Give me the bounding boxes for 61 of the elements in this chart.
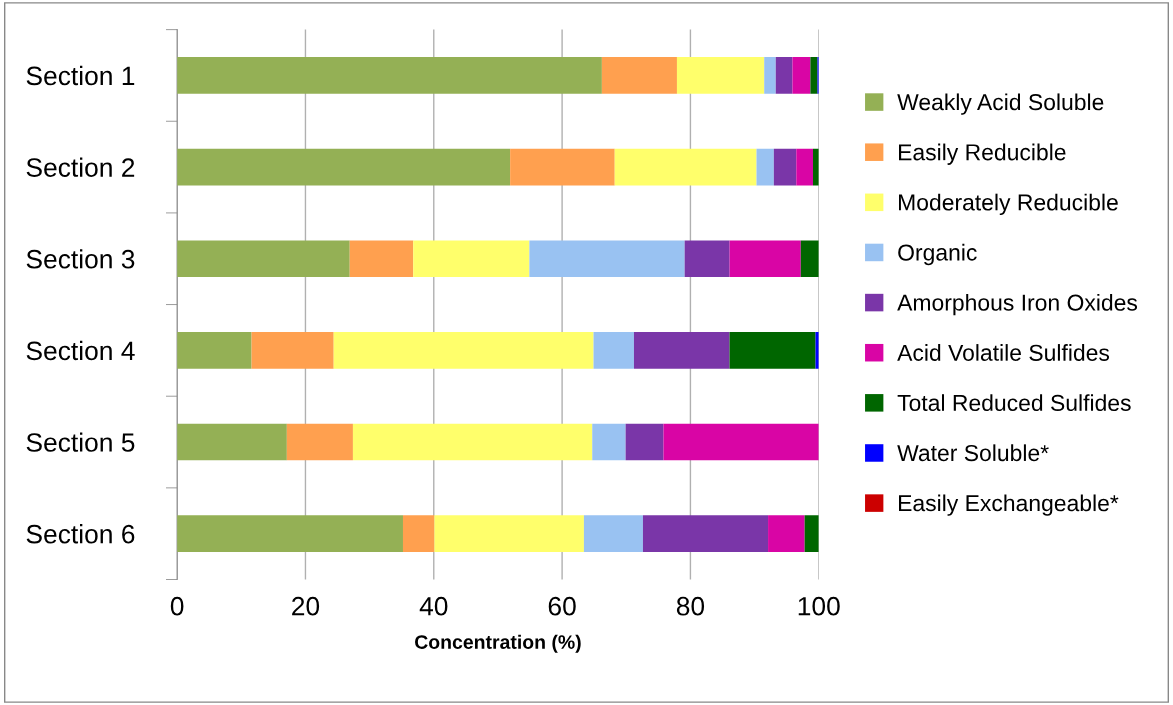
bar <box>601 57 677 94</box>
bar <box>792 57 811 94</box>
legend-label: Total Reduced Sulfides <box>897 394 1131 412</box>
bar <box>764 57 776 94</box>
legend-label: Organic <box>898 243 977 266</box>
bar <box>592 423 626 461</box>
bar <box>434 515 584 553</box>
bar <box>642 515 769 553</box>
bar <box>251 332 334 369</box>
bar <box>684 240 730 278</box>
bar <box>177 332 252 369</box>
bar <box>614 148 757 186</box>
bar <box>177 148 511 186</box>
y-tick-label: Section 2 <box>26 157 135 177</box>
y-tick-label: Section 4 <box>26 340 135 361</box>
bar <box>756 148 774 186</box>
x-tick-label: 100 <box>798 596 840 616</box>
y-tick-label: Section 1 <box>26 65 135 86</box>
bar <box>413 240 530 278</box>
legend-label: Amorphous Iron Oxides <box>897 293 1138 316</box>
x-tick-label: 80 <box>676 596 705 616</box>
bar <box>625 423 664 461</box>
legend-label: Easily Exchangeable* <box>899 494 1119 516</box>
y-tick-label: Section 6 <box>26 524 135 544</box>
bar <box>775 57 793 94</box>
bar <box>768 515 805 553</box>
bar <box>633 332 730 369</box>
bar <box>177 240 350 278</box>
bar <box>729 240 801 278</box>
bar <box>177 57 602 94</box>
bar <box>773 148 797 186</box>
bar <box>583 515 643 553</box>
y-tick-label: Section 5 <box>26 432 135 452</box>
bar <box>286 423 353 461</box>
bar <box>349 240 414 278</box>
bar <box>804 515 819 553</box>
x-tick-label: 20 <box>292 596 320 616</box>
bar <box>402 515 435 553</box>
bar <box>529 240 685 278</box>
bar <box>800 240 819 278</box>
x-axis-title: Concentration (%) <box>415 634 581 653</box>
bar <box>177 515 403 553</box>
bar <box>352 423 593 461</box>
x-tick-label: 60 <box>548 596 576 616</box>
x-tick-label: 0 <box>170 596 184 616</box>
bar <box>796 148 813 186</box>
bar <box>510 148 615 186</box>
legend-label: Water Soluble* <box>897 444 1049 462</box>
bar <box>663 423 819 461</box>
legend-label: Acid Volatile Sulfides <box>897 344 1110 361</box>
legend-label: Weakly Acid Soluble <box>897 93 1104 115</box>
bar <box>593 332 634 369</box>
y-tick-label: Section 3 <box>26 249 135 269</box>
legend-label: Moderately Reducible <box>899 193 1118 216</box>
legend-label: Easily Reducible <box>899 143 1066 165</box>
bar <box>177 423 287 461</box>
bar <box>676 57 765 94</box>
x-tick-label: 40 <box>419 596 448 616</box>
bar <box>333 332 594 369</box>
bar <box>810 57 818 94</box>
bar <box>729 332 816 369</box>
